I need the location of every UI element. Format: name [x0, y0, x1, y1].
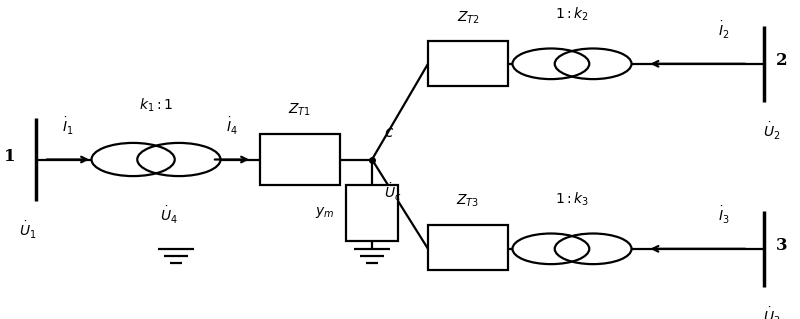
Text: $\dot{U}_c$: $\dot{U}_c$ [384, 182, 402, 203]
Text: $\dot{I}_4$: $\dot{I}_4$ [226, 116, 238, 137]
Text: $y_m$: $y_m$ [314, 205, 334, 220]
Text: $1:k_2$: $1:k_2$ [555, 5, 589, 23]
Text: $\dot{U}_3$: $\dot{U}_3$ [763, 306, 781, 319]
Text: $\dot{I}_3$: $\dot{I}_3$ [718, 205, 730, 226]
Text: $\dot{I}_1$: $\dot{I}_1$ [62, 116, 74, 137]
Bar [428, 41, 508, 86]
Text: $Z_{T3}$: $Z_{T3}$ [457, 193, 479, 209]
Text: $\dot{I}_2$: $\dot{I}_2$ [718, 20, 730, 41]
Text: $k_1:1$: $k_1:1$ [139, 97, 173, 114]
Text: $c$: $c$ [384, 126, 394, 140]
Bar [260, 134, 340, 185]
Bar [428, 225, 508, 270]
Text: 1: 1 [5, 148, 16, 165]
Text: $1:k_3$: $1:k_3$ [555, 190, 589, 208]
Text: 3: 3 [776, 237, 788, 254]
Text: $\dot{U}_1$: $\dot{U}_1$ [19, 220, 37, 241]
Text: $Z_{T1}$: $Z_{T1}$ [289, 102, 311, 118]
Text: $Z_{T2}$: $Z_{T2}$ [457, 9, 479, 26]
Bar [346, 185, 398, 241]
Text: 2: 2 [776, 52, 788, 69]
Text: $\dot{U}_2$: $\dot{U}_2$ [763, 121, 781, 142]
Text: $\dot{U}_4$: $\dot{U}_4$ [159, 205, 178, 226]
